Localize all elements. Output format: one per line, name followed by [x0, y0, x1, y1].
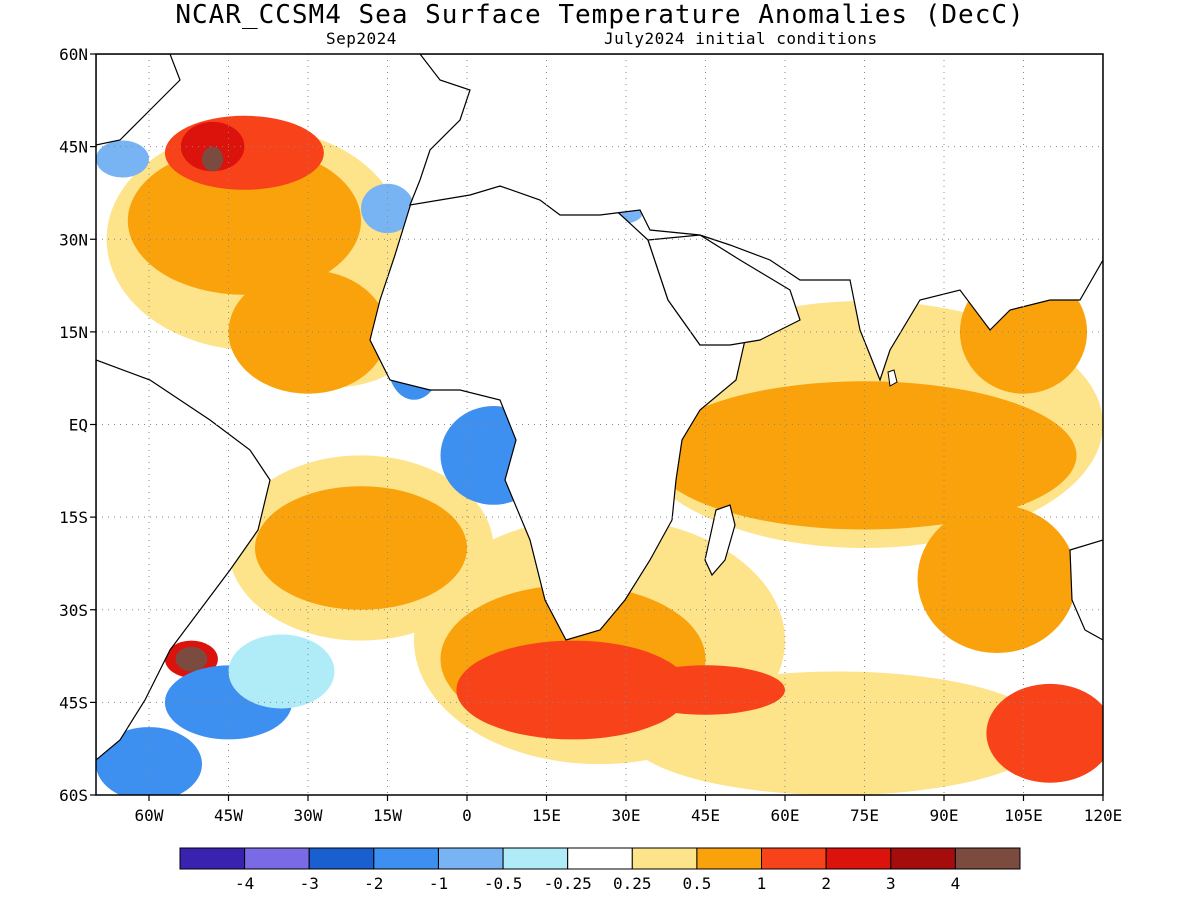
colorbar-swatch	[954, 847, 1021, 870]
lat-tick-label: 60S	[59, 786, 88, 805]
anomaly-region-20	[175, 646, 208, 672]
colorbar-swatch	[761, 847, 827, 870]
anomaly-region-16	[986, 683, 1103, 783]
forecast-month: Sep2024	[326, 29, 397, 48]
lat-tick-label: 15N	[59, 323, 88, 342]
lon-tick-label: 75E	[850, 806, 879, 825]
initial-conditions: July2024 initial conditions	[604, 29, 878, 48]
europe-asia-land	[409, 54, 1103, 382]
colorbar-swatch	[308, 847, 375, 870]
madagascar-land	[704, 504, 736, 577]
lon-tick-label: 90E	[930, 806, 959, 825]
colorbar-swatch	[502, 847, 569, 870]
anomaly-region-24	[96, 727, 202, 795]
lon-tick-label: 45E	[691, 806, 720, 825]
lon-tick-label: 60W	[135, 806, 164, 825]
landmasses	[96, 54, 1103, 761]
colorbar-swatch	[631, 847, 698, 870]
lat-tick-label: 60N	[59, 45, 88, 64]
lon-tick-label: 15W	[373, 806, 402, 825]
arabia-land	[647, 234, 801, 346]
lat-tick-label: 30N	[59, 230, 88, 249]
colorbar-label: -4	[235, 874, 254, 893]
colorbar-label: 3	[886, 874, 896, 893]
colorbar-label: -0.25	[544, 874, 592, 893]
lon-tick-label: 30W	[294, 806, 323, 825]
lon-tick-label: 30E	[612, 806, 641, 825]
colorbar: -4 -3 -2 -1 -0.5 -0.25 0.25 0.5 1 2 3 4	[179, 847, 1021, 893]
lon-tick-label: 0	[462, 806, 472, 825]
lon-tick-label: 60E	[771, 806, 800, 825]
anomaly-region-28	[228, 634, 335, 709]
colorbar-label: -3	[300, 874, 319, 893]
anomaly-region-19	[202, 146, 224, 172]
longitude-ticks: 60W 45W 30W 15W 0 15E 30E 45E 60E 75E 90E 105E 120E	[135, 795, 1123, 825]
lat-tick-label: 45S	[59, 693, 88, 712]
colorbar-swatch	[696, 847, 763, 870]
anomaly-region-9	[255, 486, 467, 610]
colorbar-swatch	[244, 847, 310, 870]
colorbar-label: 0.25	[613, 874, 652, 893]
anomaly-region-27	[96, 140, 149, 178]
anomaly-region-17	[180, 121, 245, 172]
anomaly-region-14	[456, 640, 690, 740]
lat-tick-label: 30S	[59, 601, 88, 620]
sri-lanka-land	[887, 369, 898, 387]
colorbar-label: -0.5	[484, 874, 523, 893]
lon-tick-label: 120E	[1084, 806, 1123, 825]
colorbar-swatch	[373, 847, 439, 870]
colorbar-label: 0.5	[682, 874, 711, 893]
anomaly-region-7	[228, 270, 388, 394]
sst-anomaly-field	[96, 115, 1103, 795]
lat-tick-label: EQ	[69, 416, 88, 435]
colorbar-swatch	[567, 847, 633, 870]
south-america-land	[96, 359, 271, 761]
lat-tick-label: 15S	[59, 508, 88, 527]
colorbar-label: 2	[821, 874, 831, 893]
colorbar-label: -1	[429, 874, 448, 893]
africa-land	[369, 185, 746, 641]
colorbar-swatch	[825, 847, 892, 870]
latitude-ticks: 60N 45N 30N 15N EQ 15S 30S 45S 60S	[59, 45, 96, 805]
colorbar-swatch	[179, 847, 246, 870]
colorbar-label: -2	[364, 874, 383, 893]
anomaly-region-6	[127, 146, 362, 295]
australia-land	[1069, 539, 1103, 641]
colorbar-swatch	[890, 847, 956, 870]
north-america-land	[96, 54, 181, 146]
lat-tick-label: 45N	[59, 138, 88, 157]
colorbar-label: 4	[951, 874, 961, 893]
map-title: NCAR_CCSM4 Sea Surface Temperature Anoma…	[175, 0, 1025, 30]
colorbar-label: 1	[757, 874, 767, 893]
anomaly-region-8	[652, 381, 1077, 530]
lon-tick-label: 45W	[214, 806, 243, 825]
anomaly-region-25	[361, 183, 414, 234]
lon-tick-label: 105E	[1004, 806, 1043, 825]
lon-tick-label: 15E	[532, 806, 561, 825]
colorbar-swatch	[438, 847, 504, 870]
anomaly-region-12	[917, 504, 1077, 653]
